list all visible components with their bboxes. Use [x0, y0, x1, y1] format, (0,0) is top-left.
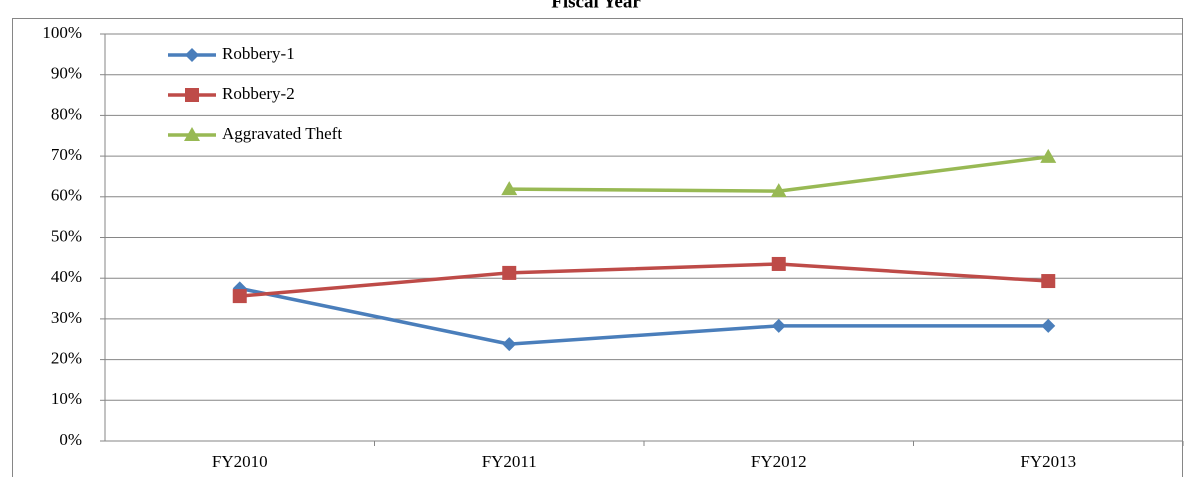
marker: [771, 256, 786, 271]
legend-label: Aggravated Theft: [222, 124, 342, 143]
legend-label: Robbery-2: [222, 84, 295, 103]
marker: [232, 289, 247, 304]
y-tick-label: 20%: [51, 349, 82, 368]
y-tick-label: 10%: [51, 389, 82, 408]
marker: [185, 48, 199, 62]
y-tick-label: 50%: [51, 226, 82, 245]
y-tick-label: 70%: [51, 145, 82, 164]
y-tick-label: 40%: [51, 267, 82, 286]
marker: [770, 183, 787, 198]
marker: [771, 318, 786, 333]
y-tick-label: 90%: [51, 64, 82, 83]
legend-label: Robbery-1: [222, 44, 295, 63]
y-tick-label: 30%: [51, 308, 82, 327]
marker: [184, 127, 200, 141]
chart-title: Fiscal Year: [551, 0, 641, 12]
y-tick-label: 80%: [51, 104, 82, 123]
marker: [502, 337, 517, 352]
marker: [185, 88, 199, 102]
y-tick-label: 0%: [59, 430, 82, 449]
x-tick-label: FY2011: [482, 452, 537, 471]
x-tick-label: FY2013: [1020, 452, 1076, 471]
x-tick-label: FY2010: [212, 452, 268, 471]
marker: [501, 181, 518, 196]
x-tick-label: FY2012: [751, 452, 807, 471]
marker: [1041, 318, 1056, 333]
series-line: [239, 262, 1049, 298]
marker: [502, 265, 517, 280]
marker: [1041, 274, 1056, 289]
y-tick-label: 100%: [42, 23, 82, 42]
y-tick-label: 60%: [51, 186, 82, 205]
series-line: [239, 286, 1049, 346]
marker: [1040, 148, 1057, 163]
chart-frame: [12, 18, 1183, 477]
